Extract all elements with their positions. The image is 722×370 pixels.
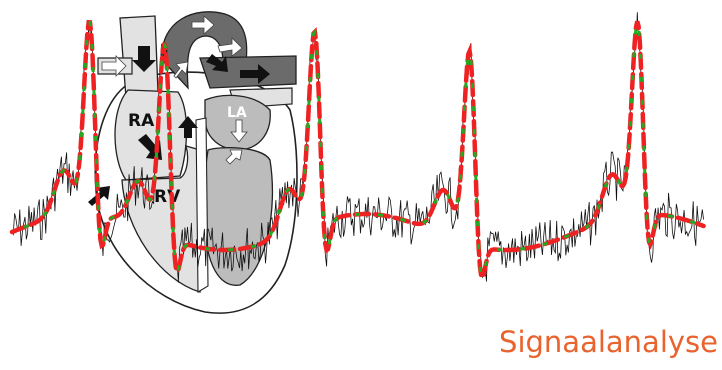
right-atrium bbox=[114, 89, 188, 181]
flow-arrow-icon bbox=[101, 15, 248, 165]
label-right-ventricle: RV bbox=[154, 187, 181, 207]
reference-signal-line bbox=[11, 20, 705, 281]
heart-diagram: RA RV LA bbox=[88, 11, 298, 314]
label-right-atrium: RA bbox=[128, 111, 155, 131]
label-left-atrium: LA bbox=[227, 105, 247, 121]
noisy-signal-line bbox=[11, 12, 704, 283]
ecg-signals bbox=[9, 12, 706, 283]
page-title: Signaalanalyse bbox=[499, 325, 718, 359]
